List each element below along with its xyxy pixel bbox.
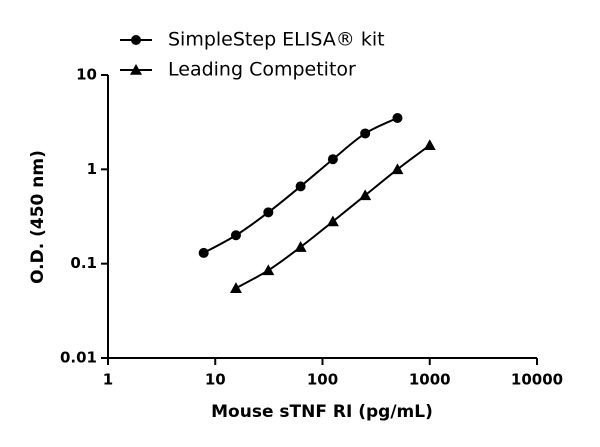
data-point xyxy=(294,241,307,252)
x-tick-label: 10 xyxy=(205,371,226,389)
data-point xyxy=(262,264,275,276)
data-point xyxy=(198,247,209,258)
legend-label: SimpleStep ELISA® kit xyxy=(168,29,385,51)
y-tick-label: 1 xyxy=(87,160,97,178)
x-tick-label: 1000 xyxy=(409,371,451,389)
x-axis-title: Mouse sTNF RI (pg/mL) xyxy=(211,402,433,422)
legend-marker xyxy=(131,35,141,45)
data-point xyxy=(230,230,241,241)
data-point xyxy=(359,189,372,201)
data-point xyxy=(391,163,404,175)
data-point xyxy=(423,139,436,151)
x-tick-label: 100 xyxy=(307,371,338,389)
y-tick-label: 10 xyxy=(76,66,97,84)
data-point xyxy=(263,207,274,218)
data-point xyxy=(360,128,371,139)
y-tick-label: 0.01 xyxy=(60,349,97,367)
y-axis-title: O.D. (450 nm) xyxy=(28,150,48,284)
x-tick-label: 1 xyxy=(103,371,113,389)
data-point xyxy=(327,154,338,165)
data-point xyxy=(326,215,339,227)
data-point xyxy=(392,113,403,124)
y-tick-label: 0.1 xyxy=(70,254,97,272)
data-point xyxy=(295,181,306,192)
legend-label: Leading Competitor xyxy=(168,59,356,81)
x-tick-label: 10000 xyxy=(511,371,563,389)
data-point xyxy=(229,282,242,293)
legend-marker xyxy=(130,64,142,75)
